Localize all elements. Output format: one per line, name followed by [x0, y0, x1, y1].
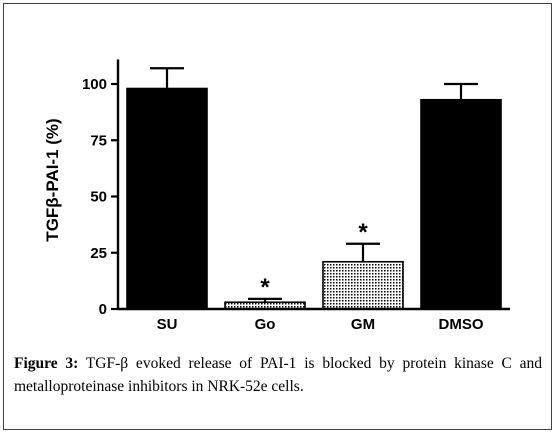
x-tick-label-go: Go: [255, 316, 276, 333]
x-tick-label-dmso: DMSO: [439, 316, 484, 333]
bar-su: [126, 87, 208, 310]
x-tick-label-su: SU: [157, 316, 178, 333]
y-tick-label-50: 50: [90, 189, 107, 206]
significance-marker-go: *: [260, 274, 270, 301]
y-tick-label-25: 25: [90, 245, 107, 262]
y-axis-label: TGFβ-PAI-1 (%): [43, 118, 62, 241]
bar-gm: [322, 260, 404, 310]
bar-dmso: [420, 98, 502, 310]
caption-text: TGF-β evoked release of PAI-1 is blocked…: [14, 355, 543, 395]
x-tick-label-gm: GM: [351, 316, 375, 333]
significance-marker-gm: *: [358, 219, 368, 246]
y-tick-label-0: 0: [99, 301, 107, 318]
bar-chart: SU Go * GM * DMSO 0 25 50 75 100 TGFβ-PAI-1 (%): [43, 59, 510, 333]
figure-caption: Figure 3: TGF-β evoked release of PAI-1 …: [14, 352, 542, 398]
caption-label: Figure 3:: [14, 355, 79, 372]
y-tick-label-75: 75: [90, 132, 107, 149]
y-tick-label-100: 100: [82, 76, 107, 93]
